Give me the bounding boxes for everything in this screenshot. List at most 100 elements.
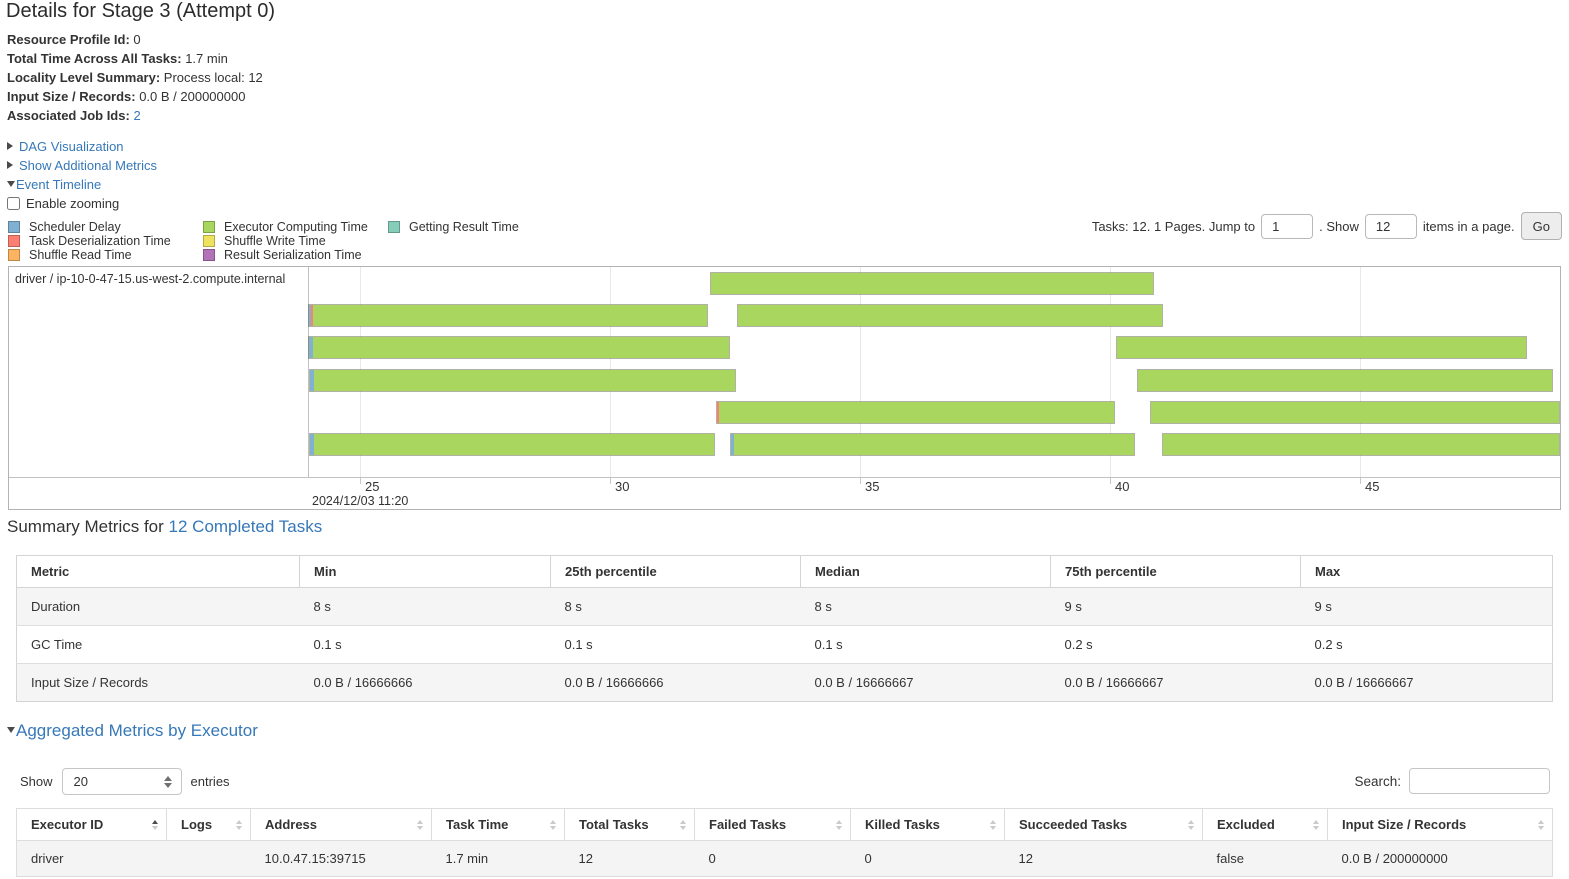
event-timeline-toggle[interactable]: Event Timeline: [7, 176, 101, 192]
executor-table-cell: 1.7 min: [431, 840, 565, 877]
executor-column-header[interactable]: Input Size / Records: [1327, 808, 1553, 841]
executor-table-cell: driver: [16, 840, 167, 877]
info-label: Associated Job Ids:: [7, 108, 130, 123]
shuffle-read-swatch-icon: [8, 249, 20, 261]
sort-up-icon: [1188, 819, 1194, 824]
aggregated-metrics-link[interactable]: Aggregated Metrics by Executor: [16, 721, 258, 740]
sort-up-icon: [836, 819, 842, 824]
task-bar[interactable]: [737, 304, 1163, 327]
tasks-pages-text: Tasks: 12. 1 Pages. Jump to: [1091, 218, 1256, 234]
executor-column-header[interactable]: Address: [250, 808, 432, 841]
summary-table-cell: 0.1 s: [299, 625, 551, 664]
sort-down-icon: [550, 825, 556, 830]
executor-column-label: Input Size / Records: [1342, 817, 1467, 832]
event-timeline-link[interactable]: Event Timeline: [16, 176, 102, 192]
executor-column-header[interactable]: Logs: [166, 808, 251, 841]
dag-visualization-link[interactable]: DAG Visualization: [19, 138, 124, 154]
sort-arrows-icon: [417, 819, 423, 830]
dag-visualization-toggle[interactable]: DAG Visualization: [7, 138, 124, 154]
task-bar[interactable]: [309, 433, 715, 456]
executor-computing-segment: [1117, 337, 1526, 358]
info-label: Input Size / Records:: [7, 89, 136, 104]
caret-right-icon: [7, 161, 13, 169]
timeline-tick-label: 45: [1365, 479, 1380, 494]
task-bar[interactable]: [710, 272, 1154, 295]
task-bar[interactable]: [1137, 369, 1553, 392]
executor-computing-segment: [719, 402, 1114, 423]
search-input[interactable]: [1409, 768, 1550, 794]
event-timeline-chart: driver / ip-10-0-47-15.us-west-2.compute…: [8, 266, 1561, 510]
additional-metrics-toggle[interactable]: Show Additional Metrics: [7, 157, 157, 173]
timeline-date-label: 2024/12/03 11:20: [312, 494, 409, 508]
sort-arrows-icon: [236, 819, 242, 830]
job-id-link[interactable]: 2: [133, 108, 141, 123]
task-bar[interactable]: [308, 304, 708, 327]
task-bar[interactable]: [1162, 433, 1560, 456]
executor-column-header[interactable]: Killed Tasks: [850, 808, 1005, 841]
executor-column-label: Total Tasks: [579, 817, 649, 832]
sort-up-icon: [680, 819, 686, 824]
summary-table-cell: 8 s: [550, 587, 801, 626]
legend-item: Shuffle Write Time: [203, 235, 326, 248]
task-bar[interactable]: [730, 433, 1135, 456]
executor-table-cell: 12: [1004, 840, 1203, 877]
entries-label: entries: [190, 774, 230, 789]
executor-row-label: driver / ip-10-0-47-15.us-west-2.compute…: [9, 267, 309, 477]
task-pagination: Tasks: 12. 1 Pages. Jump to . Show items…: [1092, 212, 1562, 240]
completed-tasks-link[interactable]: 12 Completed Tasks: [168, 517, 323, 536]
summary-table-cell: 0.1 s: [550, 625, 801, 664]
show-entries-control: Show 20 entries: [20, 768, 230, 795]
executor-computing-segment: [1151, 402, 1559, 423]
info-label: Total Time Across All Tasks:: [7, 51, 182, 66]
task-bar[interactable]: [1150, 401, 1560, 424]
summary-table-cell: Input Size / Records: [16, 663, 300, 702]
task-bar[interactable]: [308, 336, 730, 359]
executor-column-label: Task Time: [446, 817, 509, 832]
executor-column-header[interactable]: Succeeded Tasks: [1004, 808, 1203, 841]
executor-column-header[interactable]: Failed Tasks: [694, 808, 851, 841]
search-label: Search:: [1354, 773, 1401, 789]
summary-table-cell: 9 s: [1300, 587, 1553, 626]
task-bar[interactable]: [309, 369, 736, 392]
stage-info-line: Associated Job Ids: 2: [7, 106, 263, 125]
entries-select[interactable]: 20: [61, 768, 182, 795]
summary-table-cell: 0.1 s: [800, 625, 1051, 664]
stage-info-line: Input Size / Records: 0.0 B / 200000000: [7, 89, 246, 104]
task-bar[interactable]: [1116, 336, 1527, 359]
summary-column-header: Min: [299, 555, 551, 588]
summary-table-row: GC Time 0.1 s 0.1 s 0.1 s 0.2 s 0.2 s: [16, 625, 1553, 664]
task-deserialization-segment: [717, 402, 719, 423]
timeline-axis-line: [9, 477, 1560, 478]
items-in-page-text: items in a page.: [1422, 218, 1515, 234]
sort-up-icon: [1313, 819, 1319, 824]
legend-label: Shuffle Read Time: [29, 248, 132, 262]
executor-column-label: Logs: [181, 817, 213, 832]
executor-column-header[interactable]: Excluded: [1202, 808, 1328, 841]
legend-item: Getting Result Time: [388, 221, 519, 234]
aggregated-metrics-heading[interactable]: Aggregated Metrics by Executor: [7, 721, 258, 741]
sort-arrows-icon: [1188, 819, 1194, 830]
getting-result-swatch-icon: [388, 221, 400, 233]
sort-arrows-icon: [152, 819, 158, 830]
items-per-page-input[interactable]: [1364, 213, 1417, 239]
summary-table-cell: Duration: [16, 587, 300, 626]
sort-down-icon: [1313, 825, 1319, 830]
enable-zooming-checkbox[interactable]: [7, 196, 20, 210]
legend-label: Result Serialization Time: [224, 248, 362, 262]
additional-metrics-link[interactable]: Show Additional Metrics: [19, 157, 158, 173]
executor-table-cell: 10.0.47.15:39715: [250, 840, 432, 877]
summary-table-cell: 8 s: [800, 587, 1051, 626]
sort-down-icon: [236, 825, 242, 830]
stage-info-line: Resource Profile Id: 0: [7, 32, 141, 47]
executor-column-header[interactable]: Total Tasks: [564, 808, 695, 841]
sort-down-icon: [417, 825, 423, 830]
jump-to-page-input[interactable]: [1261, 213, 1314, 239]
executor-column-header[interactable]: Executor ID: [16, 808, 167, 841]
legend-label: Scheduler Delay: [29, 220, 121, 234]
executor-column-header[interactable]: Task Time: [431, 808, 565, 841]
sort-arrows-icon: [680, 819, 686, 830]
task-bar[interactable]: [716, 401, 1115, 424]
go-button[interactable]: Go: [1520, 212, 1562, 240]
